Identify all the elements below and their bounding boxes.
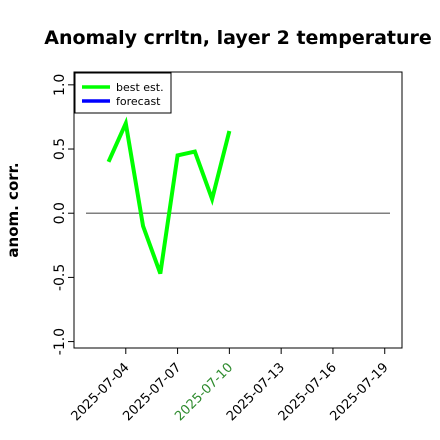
- plot-area: [73, 71, 403, 349]
- x-axis: 2025-07-042025-07-072025-07-102025-07-13…: [69, 348, 392, 424]
- y-tick-label: 1.0: [52, 74, 68, 96]
- y-tick-label: -0.5: [52, 264, 68, 291]
- series-line-best-est: [106, 116, 232, 275]
- y-tick-label: -1.0: [52, 328, 68, 355]
- legend-label-best-est: best est.: [116, 81, 164, 94]
- series-layer: [106, 116, 232, 275]
- legend-label-forecast: forecast: [116, 95, 161, 108]
- legend-box: [74, 72, 172, 114]
- chart-title: Anomaly crrltn, layer 2 temperature: [44, 27, 432, 49]
- y-tick-label: 0.0: [52, 202, 68, 224]
- y-tick-label: 0.5: [52, 138, 68, 160]
- y-axis: -1.0 -0.5 0.0 0.5 1.0: [52, 74, 74, 355]
- y-axis-label: anom. corr.: [4, 162, 22, 257]
- legend: best est. forecast: [74, 72, 172, 114]
